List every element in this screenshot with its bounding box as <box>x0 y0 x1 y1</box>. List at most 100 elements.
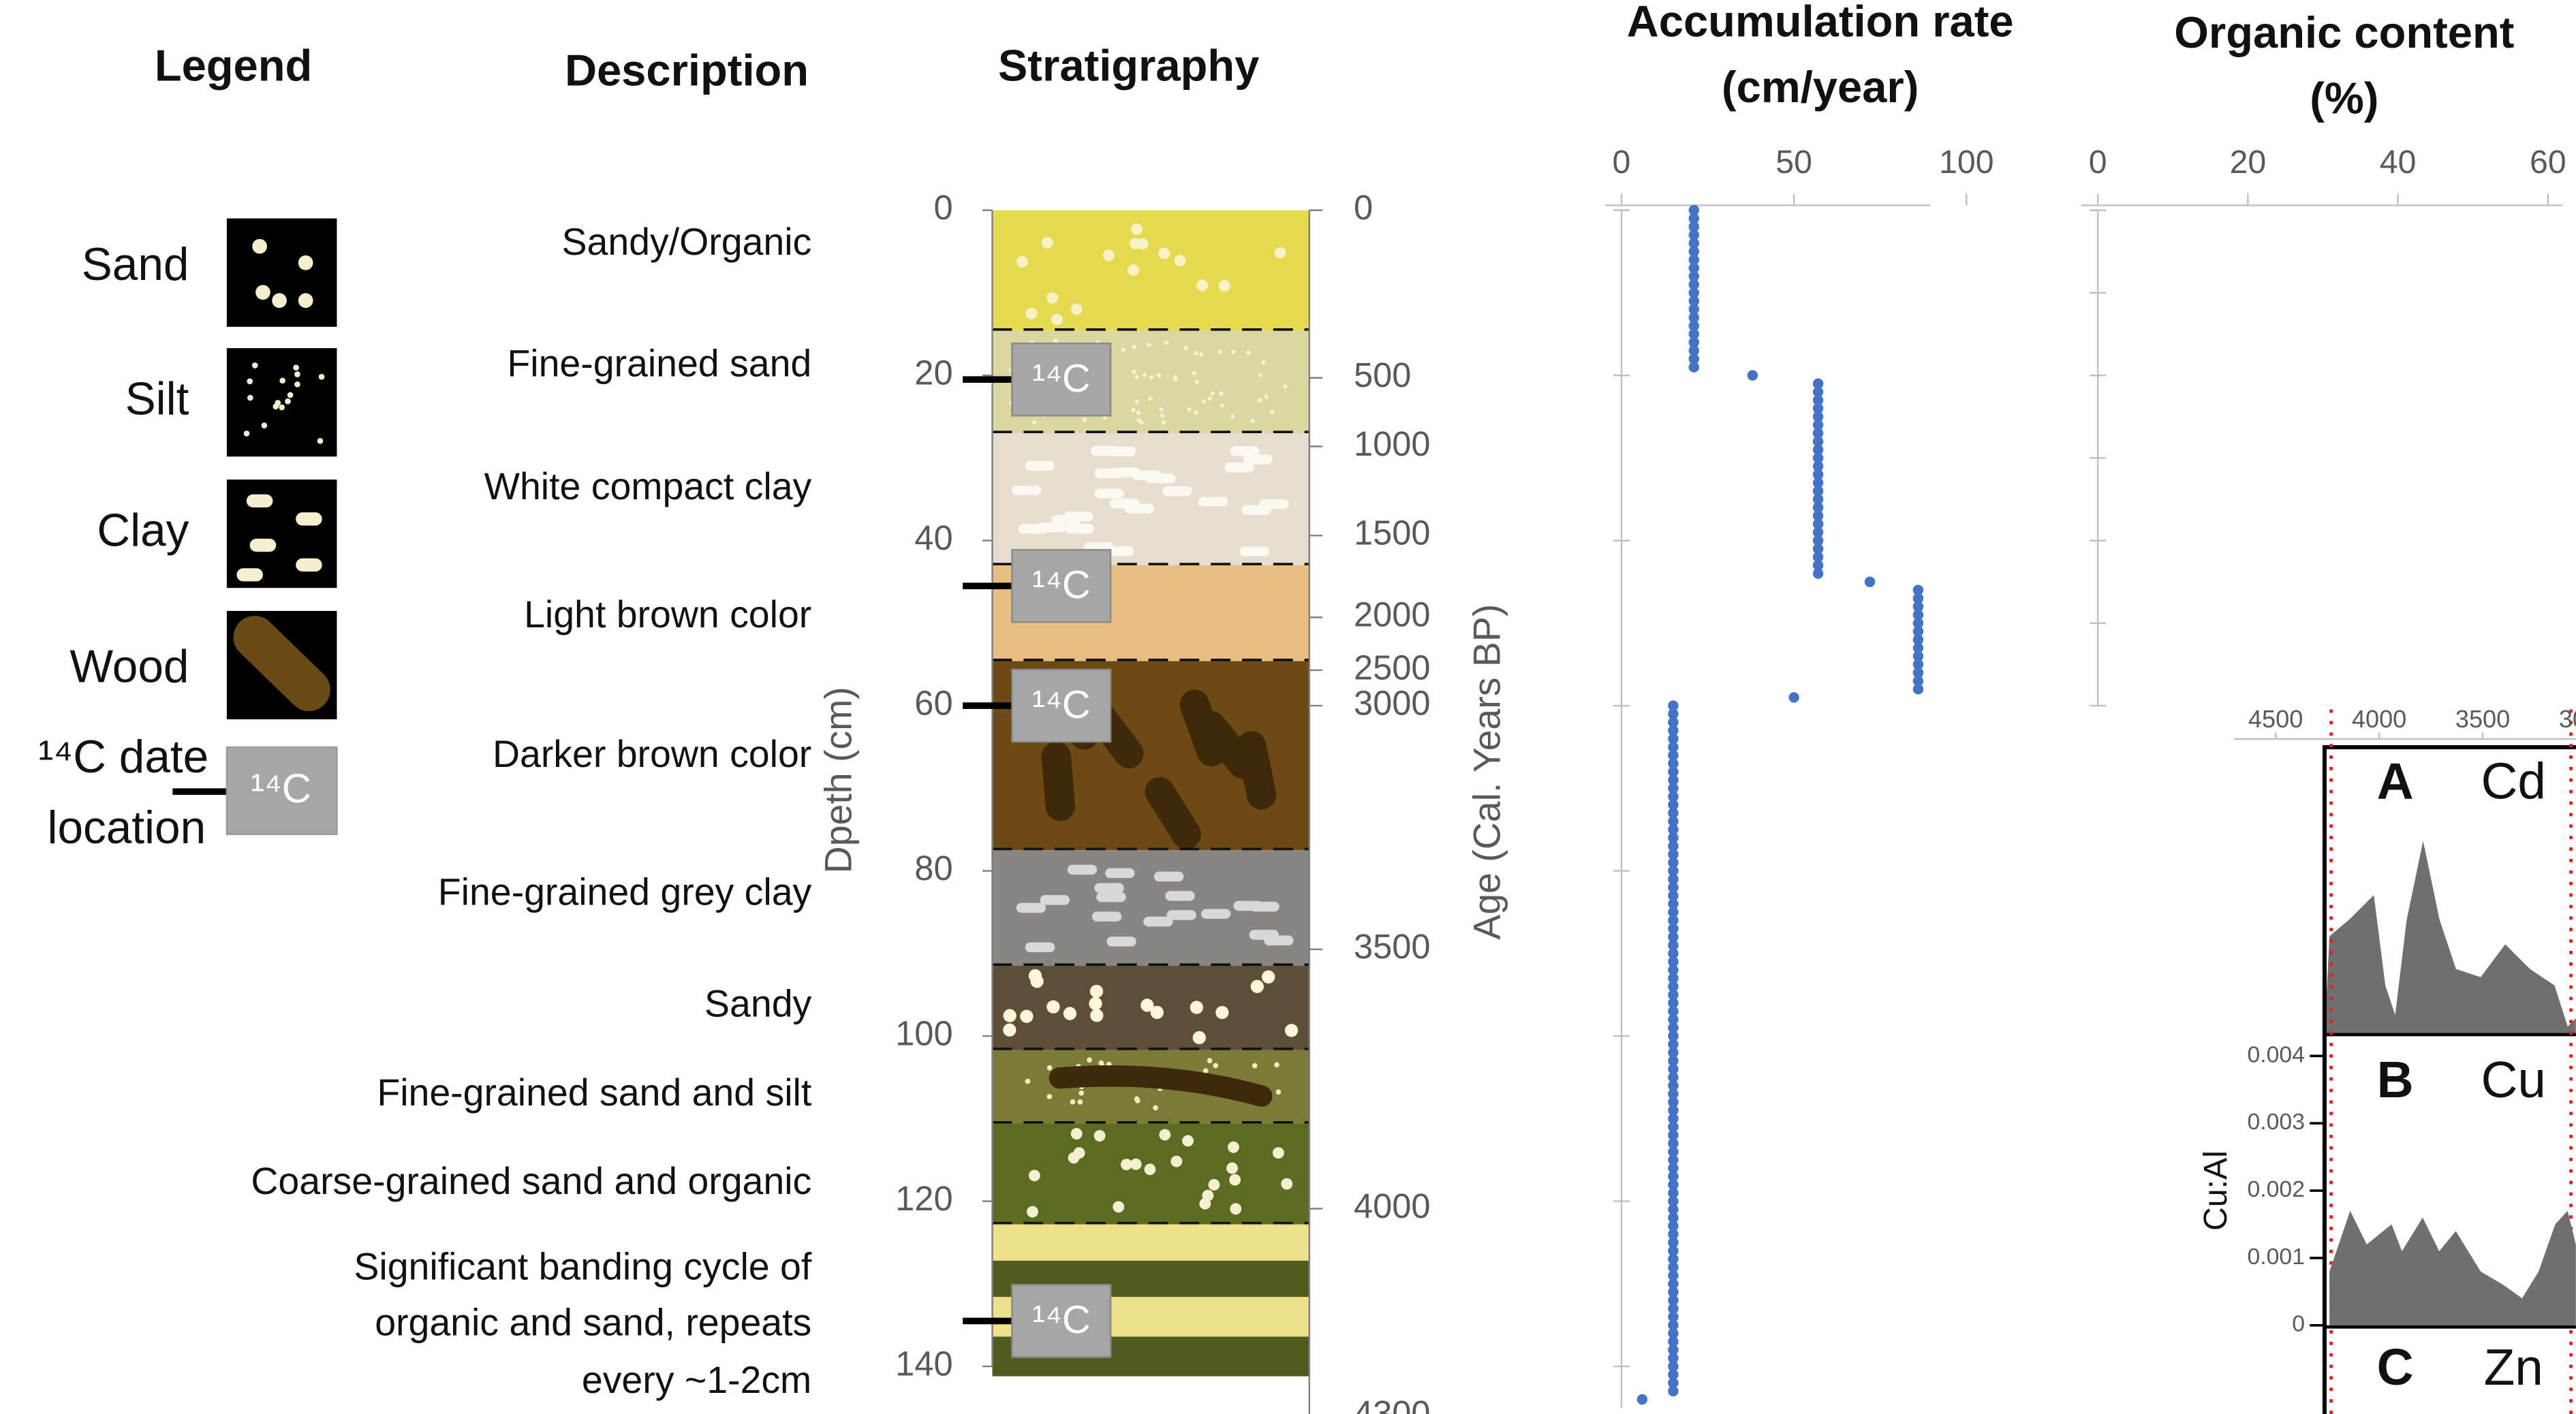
profile-marker <box>1812 544 1824 554</box>
layer-texture <box>1250 979 1264 993</box>
profile-marker <box>1668 725 1679 736</box>
profile-marker <box>1688 254 1700 266</box>
profile-marker <box>1912 618 1924 629</box>
age-tick-label: 1000 <box>1354 424 1431 463</box>
layer-texture <box>1161 420 1166 425</box>
y-tick-label: 0.002 <box>2248 1176 2305 1202</box>
profile-marker <box>1668 1319 1679 1331</box>
c14-text: ¹⁴C <box>1032 683 1091 727</box>
profile-marker <box>1912 667 1924 678</box>
profile-marker <box>1812 527 1824 538</box>
layer-texture <box>1275 1089 1282 1095</box>
profile-marker <box>1668 1055 1679 1067</box>
age-tick-label: 2500 <box>1354 648 1431 687</box>
profile-marker <box>1668 766 1679 777</box>
x-tick-label: 4500 <box>2248 705 2303 733</box>
profile-marker <box>1668 1212 1679 1223</box>
profile-marker <box>1688 204 1700 216</box>
layer-texture <box>1036 522 1066 533</box>
layer-texture <box>1264 394 1269 399</box>
profile-marker <box>1812 378 1824 389</box>
depth-axis-title: Dpeth (cm) <box>817 687 859 873</box>
layer-texture <box>1199 1197 1211 1210</box>
layer-texture <box>1049 1065 1273 1107</box>
profile-marker <box>1668 1221 1679 1231</box>
layer-texture <box>1131 369 1136 375</box>
value-tick-label: 60 <box>2530 144 2566 180</box>
layer-texture <box>1064 512 1093 522</box>
layer-texture <box>1025 307 1038 319</box>
layer-texture <box>1121 347 1126 352</box>
layer-texture <box>1113 1201 1125 1213</box>
layer-texture <box>1162 486 1192 497</box>
layer-texture <box>1220 403 1224 408</box>
profile-marker <box>1668 832 1679 843</box>
profile-marker <box>1668 808 1679 819</box>
layer-texture <box>1224 462 1254 473</box>
profile-marker <box>1912 601 1924 612</box>
layer-texture <box>1031 420 1037 425</box>
layer-texture <box>1067 864 1098 875</box>
profile-marker <box>1668 1261 1679 1273</box>
profile-marker <box>1668 717 1679 728</box>
y-tick-label: 0.001 <box>2248 1244 2305 1270</box>
profile-marker <box>1912 676 1924 687</box>
description-text: Sandy <box>704 983 811 1025</box>
description-text: White compact clay <box>484 465 812 507</box>
swatch-dot <box>252 238 267 254</box>
profile-marker <box>1668 840 1679 851</box>
layer-texture <box>1134 399 1140 404</box>
legend-label: location <box>47 802 206 853</box>
layer-texture <box>1207 396 1212 400</box>
profile-marker <box>1912 610 1924 620</box>
layer-texture <box>1208 1179 1220 1191</box>
layer-texture <box>1149 375 1154 380</box>
layer-texture <box>1030 975 1044 988</box>
profile-marker <box>1668 1039 1679 1050</box>
layer-texture <box>1027 1206 1038 1218</box>
profile-marker <box>1812 444 1824 455</box>
chart-title: (cm/year) <box>1722 62 1919 112</box>
profile-marker <box>1812 436 1824 447</box>
c14-box <box>1011 342 1112 417</box>
profile-marker <box>1668 865 1679 877</box>
layer-texture <box>1153 1105 1158 1111</box>
swatch-dot <box>318 373 325 380</box>
layer-texture <box>1156 373 1162 378</box>
profile-marker <box>1812 469 1824 480</box>
profile-marker <box>1668 1353 1679 1364</box>
layer-texture <box>1136 410 1141 415</box>
profile-marker <box>1812 518 1824 530</box>
layer-texture <box>1025 1078 1031 1084</box>
depth-tick-label: 60 <box>914 683 952 722</box>
layer-texture <box>1064 524 1094 534</box>
layer-texture <box>1046 292 1059 304</box>
swatch-dot <box>255 285 270 300</box>
profile-marker <box>1688 262 1700 274</box>
layer-texture <box>1239 546 1269 556</box>
profile-marker <box>1668 1179 1679 1191</box>
layer-texture <box>1198 352 1204 357</box>
layer-texture <box>1215 1005 1229 1020</box>
layer-texture <box>1283 384 1288 389</box>
profile-marker <box>1812 452 1824 464</box>
profile-marker <box>1668 1327 1679 1339</box>
profile-marker <box>1812 568 1824 579</box>
swatch-dot <box>279 377 286 384</box>
profile-marker <box>1668 1097 1679 1107</box>
profile-marker <box>1812 560 1824 571</box>
profile-marker <box>1688 230 1700 240</box>
layer-texture <box>1148 396 1153 401</box>
description-text: Light brown color <box>524 593 811 635</box>
profile-marker <box>1668 1303 1679 1314</box>
profile-marker <box>1668 824 1679 835</box>
profile-marker <box>1668 791 1679 802</box>
profile-marker <box>1688 270 1700 282</box>
profile-marker <box>1668 1088 1679 1099</box>
profile-marker <box>1668 750 1679 761</box>
profile-marker <box>1912 684 1924 695</box>
layer-texture <box>1258 373 1263 377</box>
layer-texture <box>1190 1001 1203 1014</box>
layer-texture <box>1134 1096 1140 1102</box>
